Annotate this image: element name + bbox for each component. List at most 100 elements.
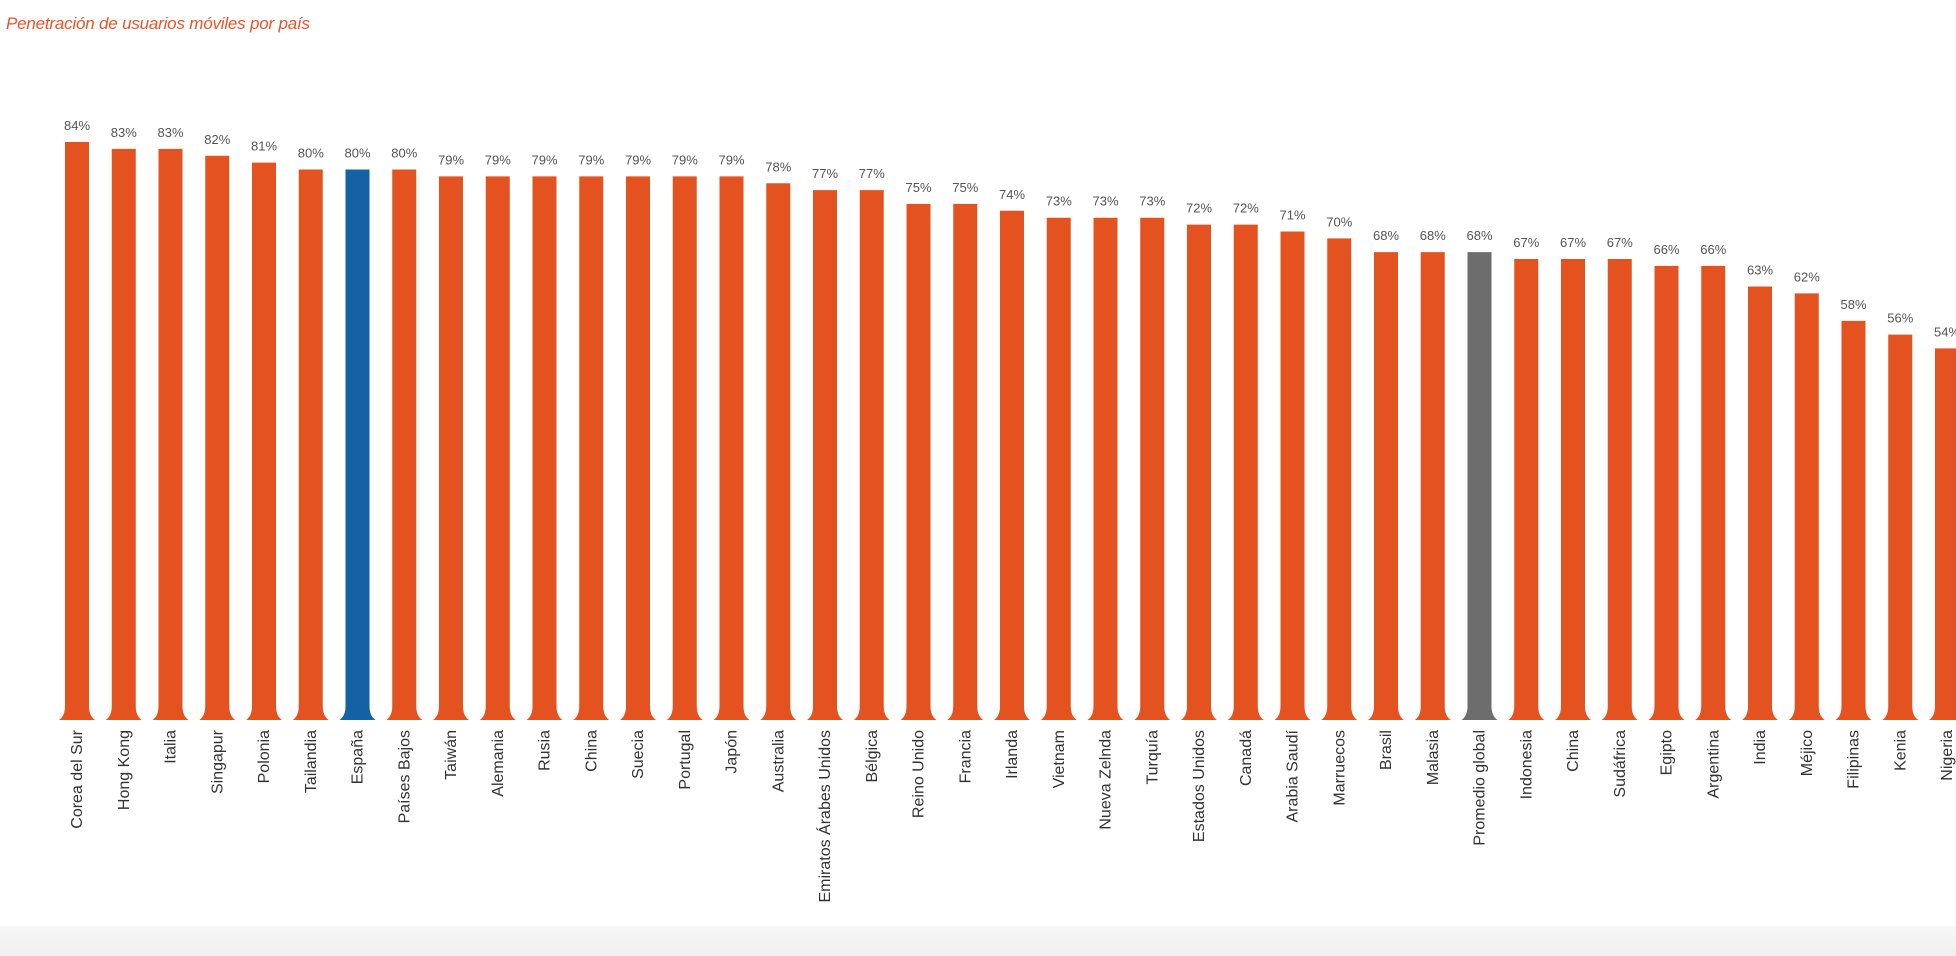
bar: [900, 203, 937, 720]
value-label: 66%: [1700, 242, 1726, 257]
bar: [1414, 252, 1451, 720]
bar: [1321, 238, 1358, 721]
bar: [433, 176, 469, 720]
bar: [199, 155, 236, 720]
bar: [573, 176, 610, 720]
value-label: 67%: [1607, 235, 1633, 250]
value-label: 83%: [157, 125, 183, 140]
value-label: 79%: [531, 152, 557, 167]
bar: [620, 176, 656, 720]
category-label: Vietnam: [1051, 730, 1068, 788]
value-label: 79%: [578, 152, 604, 167]
value-label: 58%: [1840, 297, 1866, 312]
value-label: 82%: [204, 132, 230, 147]
bar: [1695, 265, 1732, 720]
bar: [1227, 224, 1264, 721]
category-label: China: [583, 730, 600, 772]
value-label: 73%: [1046, 194, 1072, 209]
bar: [713, 176, 750, 720]
category-label: Francia: [957, 730, 974, 783]
bar: [1929, 348, 1956, 720]
value-label: 72%: [1233, 201, 1259, 216]
bar: [666, 176, 703, 720]
bar: [386, 169, 423, 720]
value-label: 71%: [1279, 207, 1305, 222]
value-label: 79%: [625, 152, 651, 167]
value-label: 67%: [1513, 235, 1539, 250]
category-label: Japón: [724, 730, 741, 774]
category-label: Suecia: [630, 730, 647, 779]
category-label: Kenia: [1892, 730, 1909, 771]
value-label: 84%: [64, 118, 90, 133]
bar: [1648, 265, 1685, 720]
bar: [994, 210, 1030, 721]
category-label: Hong Kong: [116, 730, 133, 810]
category-label: Marruecos: [1331, 730, 1348, 806]
category-label: Emiratos Árabes Unidos: [815, 730, 834, 903]
category-label: España: [350, 730, 367, 784]
value-label: 56%: [1887, 311, 1913, 326]
bar: [1835, 320, 1872, 720]
bar: [1368, 252, 1404, 720]
bar: [1040, 217, 1077, 720]
category-label: Portugal: [677, 730, 694, 790]
category-label: Corea del Sur: [69, 729, 86, 828]
bar: [1461, 252, 1498, 720]
value-label: 80%: [298, 146, 324, 161]
bar: [1882, 334, 1919, 720]
category-label: Brasil: [1378, 730, 1395, 770]
category-label: Nueva Zelnda: [1098, 730, 1115, 830]
value-label: 77%: [812, 166, 838, 181]
category-label: Alemania: [490, 730, 507, 797]
category-label: Sudáfrica: [1612, 730, 1629, 798]
value-label: 67%: [1560, 235, 1586, 250]
category-label: Filipinas: [1846, 730, 1863, 789]
category-label: Malasia: [1425, 730, 1442, 785]
value-labels-group: 84% 83% 83% 82% 81% 80% 80% 80% 79% 79% 79% 79% 79% 7…: [64, 118, 1956, 339]
category-labels-group: Corea del Sur Hong Kong Italia Singapur Polo…: [69, 729, 1956, 902]
category-label: Países Bajos: [396, 730, 413, 823]
category-label: Argentina: [1705, 730, 1722, 799]
bar: [339, 169, 376, 720]
bottom-band: [0, 926, 1956, 956]
bar: [807, 190, 843, 720]
value-label: 75%: [952, 180, 978, 195]
bar: [1601, 258, 1638, 720]
category-label: Taiwán: [443, 730, 460, 780]
category-label: Rusia: [537, 730, 554, 771]
value-label: 79%: [672, 152, 698, 167]
value-label: 62%: [1794, 269, 1820, 284]
category-label: China: [1565, 730, 1582, 772]
category-label: Turquía: [1144, 730, 1161, 785]
value-label: 73%: [1139, 194, 1165, 209]
value-label: 79%: [438, 152, 464, 167]
bar: [1274, 231, 1311, 720]
bar: [853, 190, 890, 720]
value-label: 83%: [111, 125, 137, 140]
value-label: 80%: [391, 146, 417, 161]
bar: [1134, 217, 1171, 720]
category-label: Tailandia: [303, 730, 320, 793]
value-label: 80%: [344, 146, 370, 161]
bar: [947, 203, 984, 720]
value-label: 68%: [1373, 228, 1399, 243]
value-label: 79%: [718, 152, 744, 167]
value-label: 75%: [905, 180, 931, 195]
bar: [105, 148, 142, 720]
bar: [479, 176, 516, 720]
value-label: 68%: [1420, 228, 1446, 243]
value-label: 77%: [859, 166, 885, 181]
category-label: Italia: [163, 730, 180, 764]
category-label: Bélgica: [864, 730, 881, 783]
bar: [1087, 217, 1124, 720]
bar: [1788, 293, 1825, 720]
bars-group: [59, 142, 1956, 721]
bar: [526, 176, 563, 720]
value-label: 68%: [1466, 228, 1492, 243]
bar: [1742, 286, 1778, 720]
value-label: 74%: [999, 187, 1025, 202]
category-label: Australia: [770, 730, 787, 792]
category-label: Irlanda: [1004, 730, 1021, 779]
category-label: India: [1752, 730, 1769, 765]
